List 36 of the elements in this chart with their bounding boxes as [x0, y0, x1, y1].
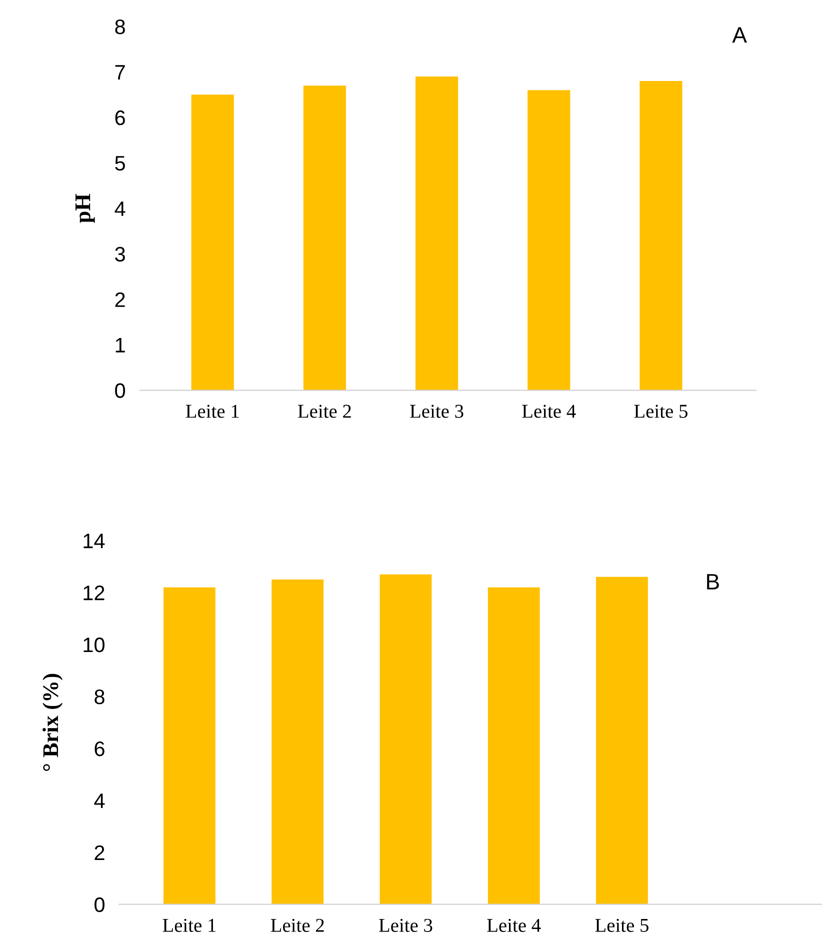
y-tick-label: 4 [114, 202, 126, 216]
bar [488, 587, 540, 904]
y-tick-label: 6 [94, 741, 104, 756]
y-tick-label: 1 [116, 338, 125, 352]
y-tick-label: 4 [94, 794, 105, 808]
x-tick-label: Leite 1 [162, 918, 216, 932]
y-tick-label: 14 [84, 534, 105, 548]
x-tick-label: Leite 3 [379, 918, 432, 932]
x-tick-label: Leite 4 [487, 918, 541, 932]
x-tick-label: Leite 5 [634, 404, 688, 418]
bar [272, 580, 324, 904]
y-tick-label: 5 [115, 156, 125, 171]
y-tick-label: 10 [84, 637, 104, 652]
x-tick-label: Leite 1 [186, 404, 239, 418]
y-tick-label: 8 [94, 689, 104, 704]
y-tick-label: 2 [94, 845, 104, 860]
y-tick-label: 2 [115, 292, 125, 307]
text: B [707, 574, 719, 590]
bar [164, 587, 216, 904]
annotation: A [732, 27, 747, 43]
x-tick-label: Leite 2 [270, 918, 324, 932]
x-tick-label: Leite 2 [298, 404, 351, 418]
y-tick-label: 6 [115, 110, 125, 126]
x-tick-label: Leite 4 [522, 404, 576, 418]
y-tick-label: 0 [115, 383, 126, 398]
x-tick-label: Leite 3 [410, 404, 464, 418]
x-tick-label: Leite 5 [595, 918, 648, 932]
bar [380, 574, 432, 904]
y-tick-label: 8 [115, 19, 125, 34]
y-axis-title: pH [76, 194, 95, 223]
y-tick-label: 3 [115, 246, 125, 262]
y-axis-title: ° Brix (%) [42, 674, 63, 771]
bar [596, 576, 648, 904]
y-tick-label: 7 [115, 65, 125, 80]
y-tick-label: 0 [94, 897, 104, 912]
y-tick-label: 12 [84, 586, 104, 600]
